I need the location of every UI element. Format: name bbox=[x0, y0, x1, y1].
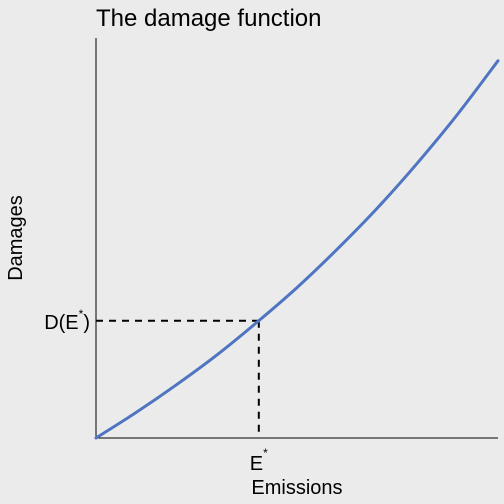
y-tick-label-sup: * bbox=[79, 307, 84, 321]
y-tick-label-prefix: D(E bbox=[44, 312, 78, 334]
x-tick-label-sup: * bbox=[263, 446, 268, 460]
damage-curve-series bbox=[94, 59, 500, 440]
y-axis-label: Damages bbox=[5, 195, 27, 281]
damage-curve-line bbox=[94, 59, 500, 440]
axes bbox=[95, 38, 498, 439]
y-tick-label-d-e-star: D(E*) bbox=[44, 307, 90, 334]
x-tick-label-e-star: E* bbox=[250, 446, 268, 475]
chart-title: The damage function bbox=[96, 5, 321, 32]
x-tick-label-main: E bbox=[250, 453, 263, 475]
tick-labels: E*D(E*) bbox=[44, 307, 268, 475]
y-tick-label-suffix: ) bbox=[83, 312, 90, 334]
x-axis-label: Emissions bbox=[251, 477, 342, 499]
marker-guides bbox=[96, 319, 260, 438]
